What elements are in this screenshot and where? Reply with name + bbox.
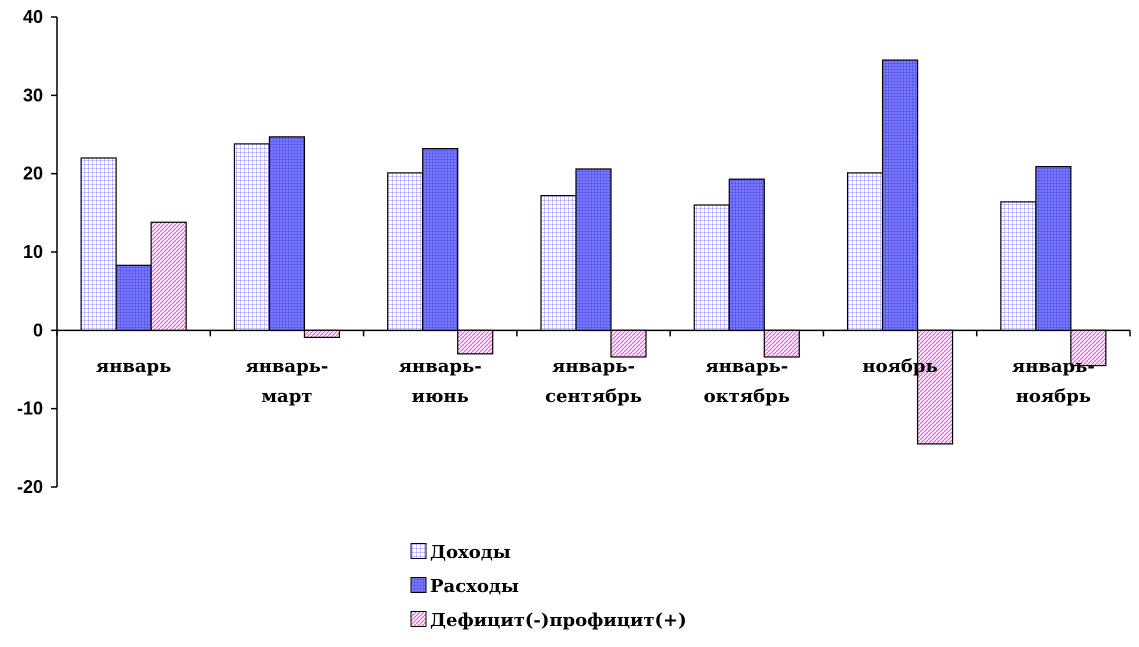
bar-income	[693, 204, 730, 331]
y-tick-label: 30	[23, 85, 43, 105]
x-tick-label: январь-	[399, 356, 482, 377]
y-tick-label: -20	[17, 477, 43, 497]
bar-income	[80, 157, 117, 331]
x-tick-label: март	[261, 386, 312, 407]
bars	[80, 59, 1107, 445]
bar-expense	[268, 136, 306, 331]
x-tick-label: июнь	[412, 386, 469, 407]
bar-income	[387, 172, 424, 331]
legend-label: Доходы	[430, 542, 511, 563]
x-tick-label: январь-	[245, 356, 328, 377]
bar-balance	[763, 329, 800, 358]
x-tick-label: январь-	[552, 356, 635, 377]
y-tick-label: 40	[23, 7, 43, 27]
y-tick-label: -10	[17, 399, 43, 419]
y-tick-label: 10	[23, 242, 43, 262]
x-tick-label: январь-	[705, 356, 788, 377]
bar-balance	[610, 329, 647, 358]
labels: -20 -10 0 10 20 30 40 январь январь-март январь-и…	[17, 7, 1095, 497]
y-tick-label: 0	[33, 320, 43, 340]
bar-income	[1000, 201, 1037, 331]
legend-label: Дефицит(-)профицит(+)	[430, 610, 687, 631]
bar-income	[846, 172, 884, 331]
legend-swatch	[410, 577, 427, 593]
y-tick-label: 20	[23, 164, 43, 184]
x-tick-label: ноябрь	[862, 356, 937, 377]
bar-expense	[881, 59, 919, 331]
legend-swatch	[410, 611, 427, 627]
bar-expense	[115, 264, 152, 331]
bar-expense	[728, 178, 765, 331]
bar-balance	[916, 329, 954, 445]
x-tick-label: январь-	[1012, 356, 1095, 377]
legend-swatch	[410, 543, 427, 559]
legend-label: Расходы	[430, 576, 519, 597]
bar-balance	[457, 329, 494, 355]
legend: Доходы Расходы Дефицит(-)профицит(+)	[410, 542, 687, 631]
bar-balance	[303, 329, 341, 338]
x-tick-label: сентябрь	[545, 386, 642, 407]
bar-balance	[1070, 329, 1107, 367]
bar-income	[540, 195, 577, 331]
bar-expense	[1035, 166, 1072, 331]
bar-expense	[422, 148, 459, 331]
bar-income	[233, 143, 271, 331]
bar-balance	[150, 221, 187, 331]
x-tick-label: ноябрь	[1016, 386, 1091, 407]
bar-expense	[575, 168, 612, 331]
x-tick-label: январь	[96, 356, 171, 377]
x-tick-label: октябрь	[704, 386, 790, 407]
